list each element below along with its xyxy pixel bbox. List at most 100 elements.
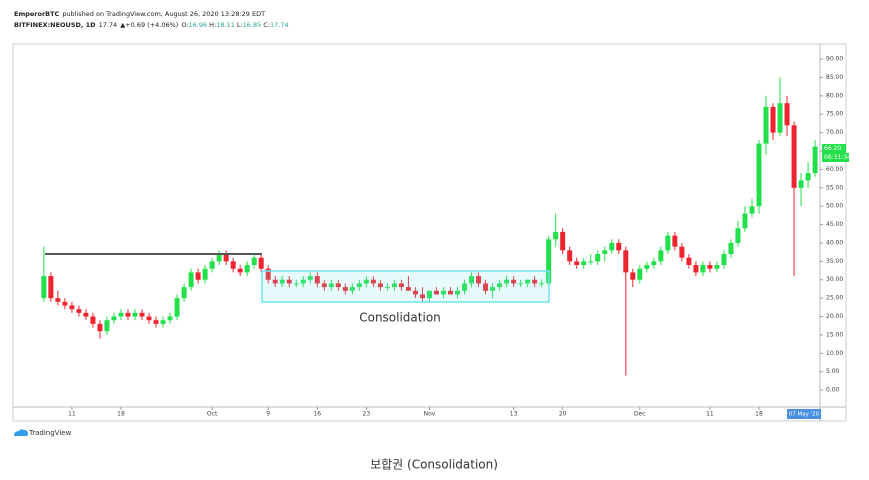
- timer-label: 06:31:34: [824, 154, 851, 161]
- plot: 0.00 5.00 10.00 15.00 20.00 25.00 30.00 35.00 40…: [41, 56, 843, 418]
- logo: TradingView: [28, 429, 72, 437]
- candle-body: [370, 279, 376, 284]
- candle-body: [391, 283, 397, 288]
- candle-body: [630, 272, 636, 280]
- x-tick-label: 9: [266, 411, 270, 418]
- candle-body: [104, 320, 110, 332]
- candle-body: [539, 283, 545, 285]
- candle-body: [132, 312, 138, 317]
- candle-body: [742, 213, 748, 229]
- candle-body: [314, 276, 320, 284]
- candle-body: [644, 265, 650, 269]
- candle-body: [721, 254, 727, 266]
- consolidation-box: [261, 270, 550, 303]
- candle-body: [693, 265, 699, 273]
- y-tick-label: 35.00: [826, 258, 843, 265]
- candle-body: [188, 272, 194, 288]
- candle-body: [111, 316, 117, 321]
- timer-box: [822, 153, 849, 162]
- candle-body: [518, 283, 524, 285]
- candle-body: [735, 228, 741, 243]
- candle-body: [405, 287, 411, 291]
- candle-body: [595, 254, 601, 262]
- candle-body: [300, 279, 306, 284]
- y-tick-label: 5.00: [826, 368, 840, 375]
- change: ▲+0.69 (+4.06%): [120, 21, 178, 29]
- y-tick-label: 75.00: [826, 111, 843, 118]
- candle-body: [728, 242, 734, 255]
- candle-body: [637, 268, 643, 280]
- y-tick-label: 90.00: [826, 56, 843, 63]
- candle-body: [497, 283, 503, 288]
- candle-body: [41, 276, 47, 299]
- x-tick-label: 20: [559, 411, 567, 418]
- candle-body: [195, 272, 201, 280]
- candle-body: [279, 279, 285, 284]
- candle-body: [265, 268, 271, 280]
- y-tick-label: 80.00: [826, 92, 843, 99]
- x-tick-label: 18: [117, 411, 125, 418]
- candle-body: [714, 265, 720, 269]
- x-tick-label: 16: [313, 411, 321, 418]
- candle-body: [546, 239, 552, 284]
- candle-body: [665, 235, 671, 251]
- candle-body: [791, 125, 797, 188]
- candle-body: [153, 320, 159, 324]
- y-tick-label: 0.00: [826, 387, 840, 394]
- header-line-1: EmperorBTC published on TradingView.com, …: [14, 10, 265, 18]
- candle-body: [511, 279, 517, 284]
- candle-body: [525, 279, 531, 284]
- y-tick-label: 70.00: [826, 129, 843, 136]
- candle-body: [307, 276, 313, 280]
- candle-body: [363, 279, 369, 284]
- x-tick-label: Oct: [207, 411, 218, 418]
- candle-body: [700, 265, 706, 273]
- candle-body: [377, 283, 383, 288]
- candle-body: [504, 279, 510, 284]
- y-tick-label: 40.00: [826, 239, 843, 246]
- x-tick-label: Nov: [424, 411, 436, 418]
- candle-body: [55, 298, 61, 302]
- y-tick-label: 15.00: [826, 331, 843, 338]
- candle-body: [328, 283, 334, 288]
- candle-body: [623, 250, 629, 273]
- x-tick-label: 11: [706, 411, 714, 418]
- candle-body: [349, 287, 355, 291]
- candle-body: [770, 106, 776, 133]
- h: 18.11: [216, 21, 235, 29]
- candle-body: [616, 242, 622, 251]
- candle-body: [679, 246, 685, 258]
- candle-body: [244, 265, 250, 273]
- x-tick-label: 13: [510, 411, 518, 418]
- candle-body: [83, 312, 89, 317]
- o-label: O:: [181, 21, 188, 29]
- annotation: Consolidation: [359, 311, 441, 325]
- candle-body: [581, 261, 587, 266]
- y-tick-label: 85.00: [826, 74, 843, 81]
- candle-body: [174, 298, 180, 317]
- price-label: 66.20: [824, 145, 841, 152]
- candle-body: [658, 250, 664, 262]
- published: published on TradingView.com, August 26,…: [62, 10, 265, 18]
- candle-body: [62, 301, 68, 306]
- c: 17.74: [270, 21, 289, 29]
- l-label: L:: [237, 21, 243, 29]
- y-tick-label: 10.00: [826, 350, 843, 357]
- candle-body: [272, 279, 278, 284]
- candle-body: [756, 143, 762, 207]
- candle-body: [426, 290, 432, 299]
- candle-body: [412, 290, 418, 295]
- candle-body: [560, 231, 566, 251]
- candle-body: [805, 173, 811, 181]
- candle-body: [251, 257, 257, 266]
- candle-body: [202, 268, 208, 280]
- candle-body: [125, 312, 131, 317]
- candle-body: [672, 235, 678, 247]
- candle-body: [167, 316, 173, 321]
- candle-body: [181, 287, 187, 299]
- candle-body: [749, 206, 755, 214]
- candle-body: [342, 287, 348, 291]
- candle-body: [146, 316, 152, 321]
- y-tick-label: 20.00: [826, 313, 843, 320]
